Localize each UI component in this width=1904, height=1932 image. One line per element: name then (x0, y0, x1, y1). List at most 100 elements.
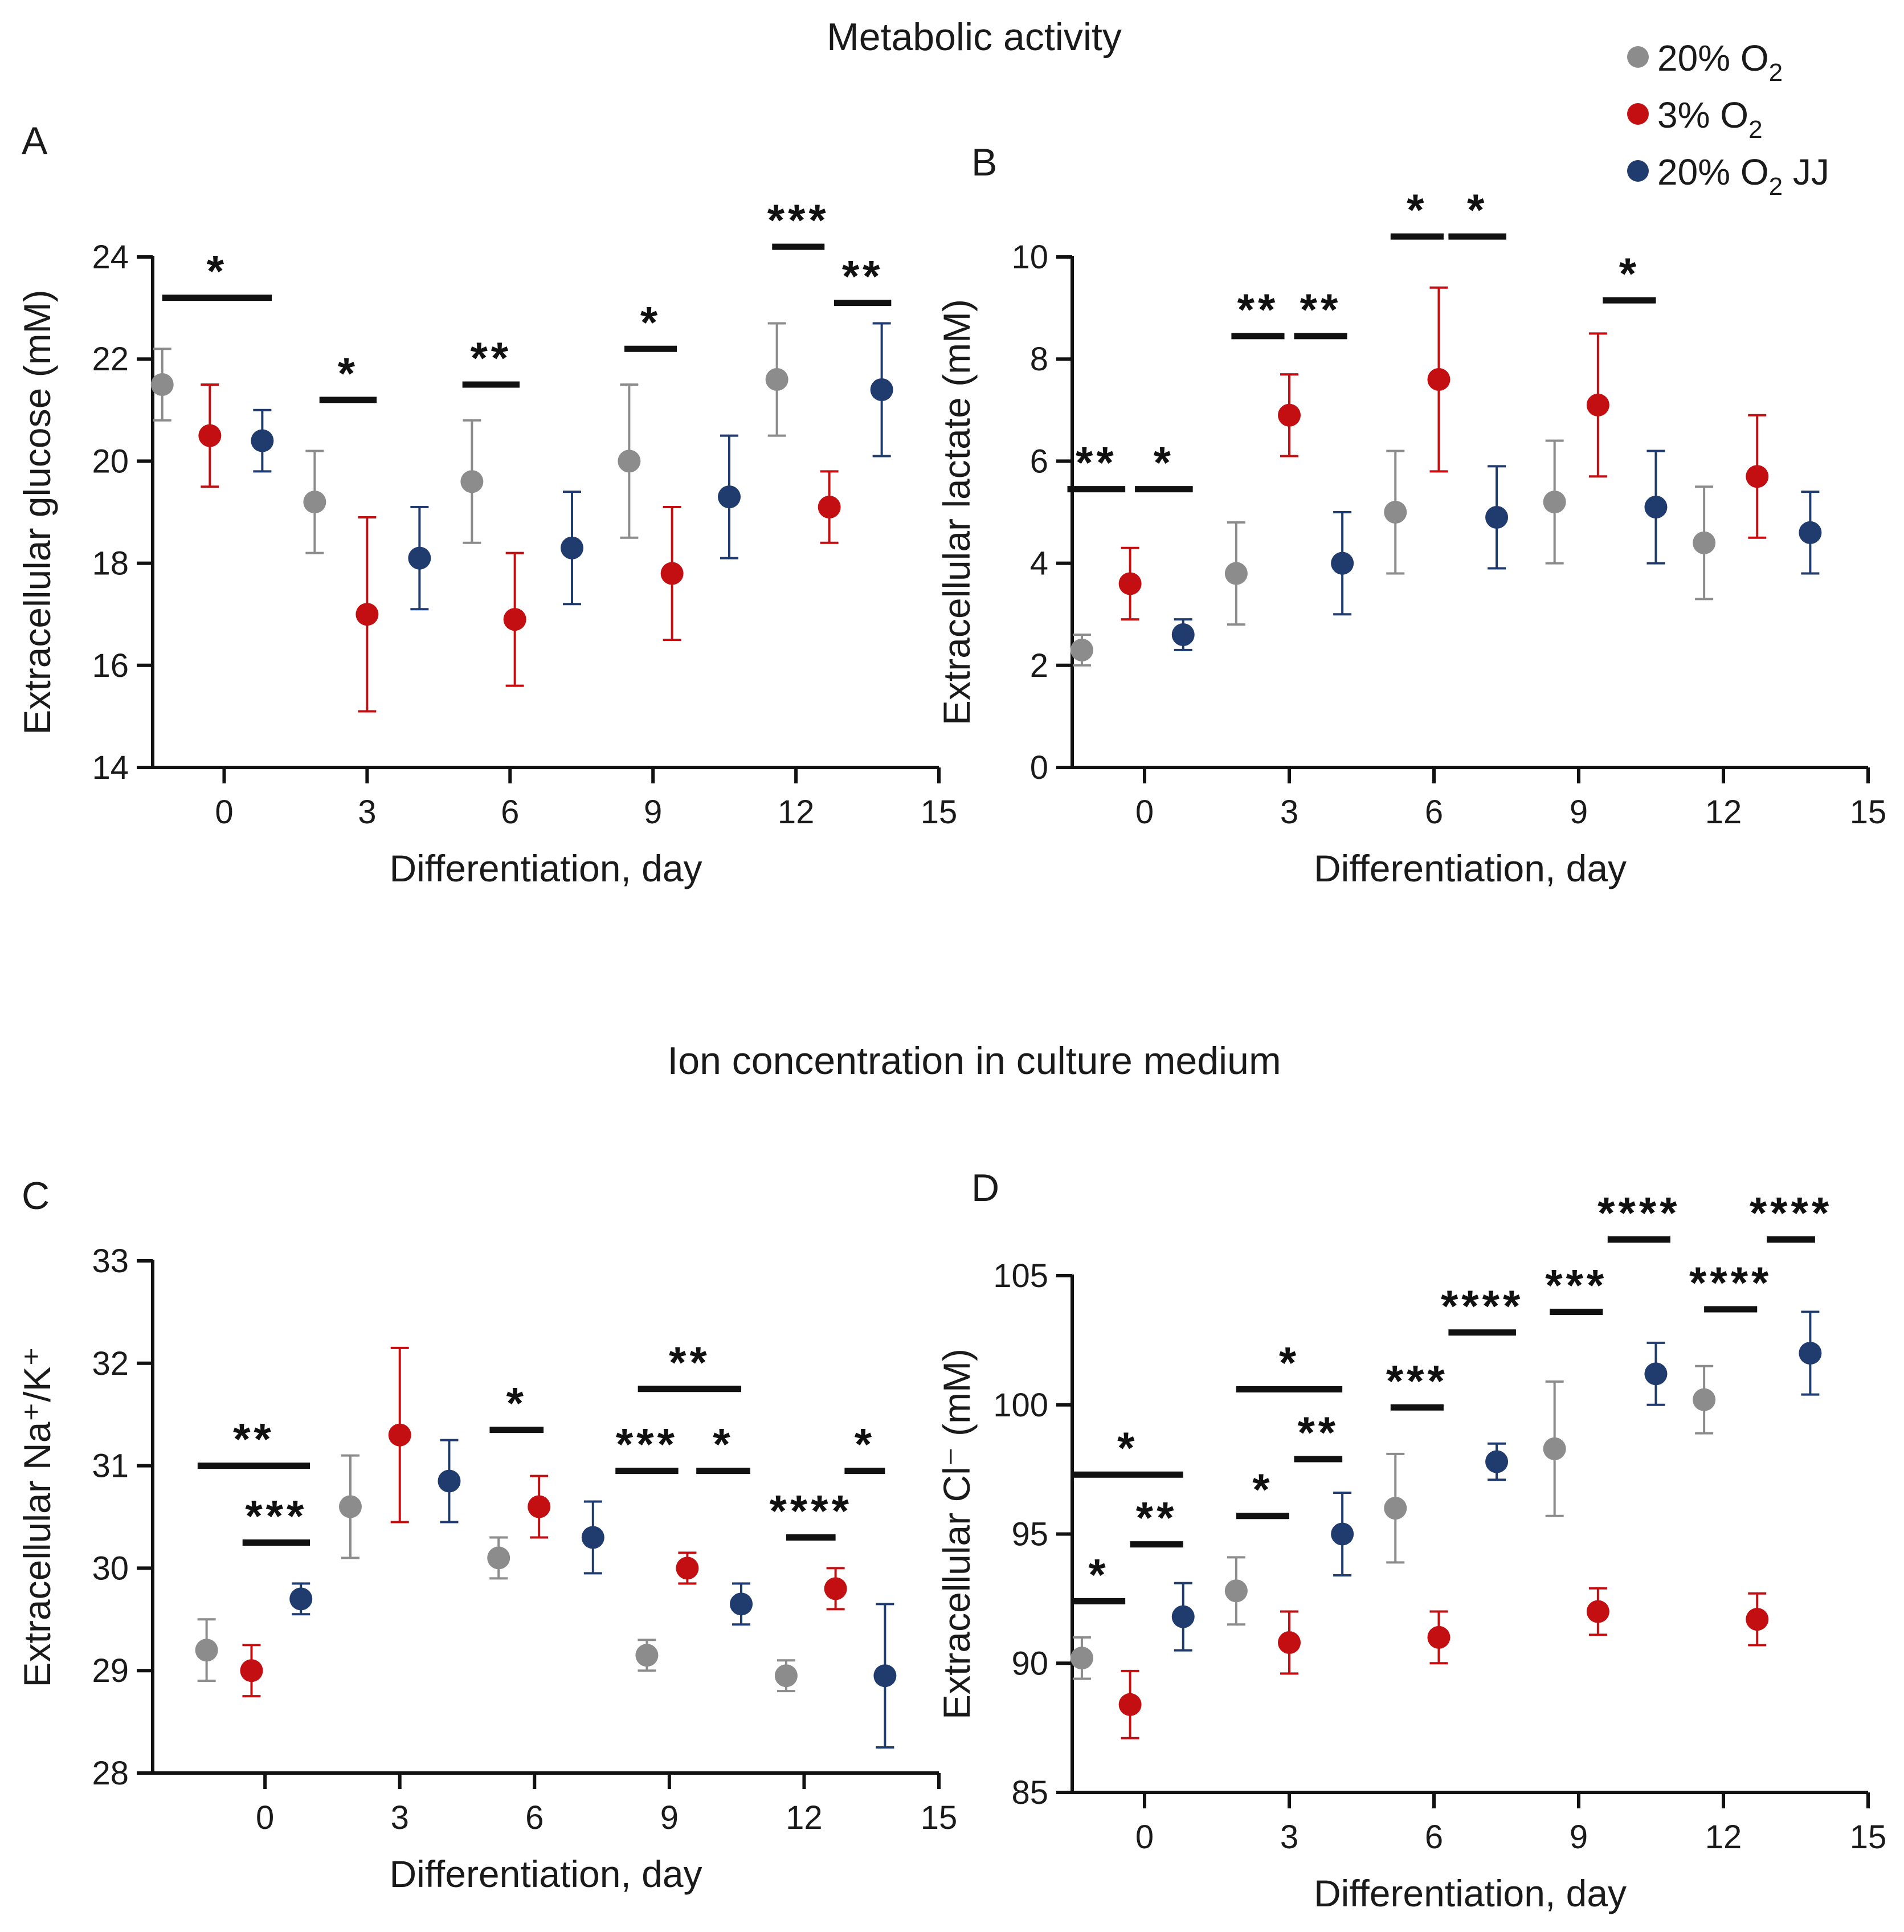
panel-c: C 0 3 6 9 12 15 28 29 30 31 32 33 Differentiation, da… (16, 1174, 957, 1895)
x-tick-label: 0 (1135, 1819, 1154, 1856)
y-tick-label: 16 (92, 647, 129, 684)
y-tick-label: 85 (1011, 1774, 1048, 1811)
data-point (1171, 1605, 1195, 1628)
data-point (1543, 491, 1566, 514)
x-tick-label: 15 (921, 794, 958, 831)
data-point (1746, 465, 1769, 488)
data-point (1543, 1437, 1566, 1460)
series (289, 1439, 897, 1749)
series (150, 322, 788, 554)
y-tick-label: 95 (1011, 1516, 1048, 1553)
series (1171, 1310, 1822, 1652)
data-point (1331, 552, 1354, 575)
data-point (730, 1592, 753, 1616)
data-point (774, 1664, 798, 1688)
legend-marker (1627, 160, 1649, 182)
x-tick-label: 12 (778, 794, 815, 831)
x-tick-label: 15 (1850, 1819, 1887, 1856)
significance-label: ** (1297, 1407, 1339, 1457)
x-tick-label: 15 (1850, 794, 1887, 831)
data-point (388, 1423, 411, 1447)
significance-label: ** (842, 251, 884, 301)
legend: 20% O2 3% O2 20% O2 JJ (1627, 38, 1829, 201)
panel-letter: B (971, 141, 997, 184)
significance-label: **** (1441, 1281, 1523, 1331)
significance-label: * (506, 1378, 527, 1428)
data-point (408, 546, 431, 570)
data-point (503, 608, 526, 631)
data-point (1799, 1342, 1822, 1365)
data-point (676, 1557, 699, 1580)
series (1070, 1365, 1716, 1680)
data-point (528, 1495, 551, 1518)
significance-label: * (1252, 1464, 1273, 1514)
significance-label: * (1407, 185, 1427, 235)
series (195, 1454, 798, 1693)
significance-label: * (1467, 185, 1488, 235)
data-point (1224, 562, 1248, 585)
legend-item: 20% O2 (1627, 38, 1783, 87)
data-point (1799, 521, 1822, 544)
legend-marker (1627, 103, 1649, 125)
y-tick-label: 2 (1030, 647, 1048, 684)
data-point (1644, 496, 1668, 519)
data-point (873, 1664, 897, 1688)
significance-label: * (207, 246, 227, 296)
legend-label: 20% O2 JJ (1657, 152, 1829, 201)
data-point (1224, 1579, 1248, 1603)
y-tick-label: 24 (92, 239, 129, 276)
panel-letter: D (971, 1166, 999, 1210)
significance-label: * (640, 297, 661, 347)
data-point (1070, 1647, 1093, 1670)
significance-label: *** (245, 1490, 307, 1541)
data-point (1118, 1693, 1142, 1716)
y-tick-label: 100 (993, 1387, 1048, 1424)
legend-marker (1627, 46, 1649, 68)
series (240, 1346, 847, 1698)
panel-letter: A (22, 119, 48, 162)
data-point (1331, 1522, 1354, 1546)
data-point (1070, 638, 1093, 661)
significance-label: * (338, 348, 358, 398)
data-point (460, 470, 484, 493)
series (251, 322, 893, 611)
significance-label: *** (767, 195, 830, 245)
significance-label: ** (1300, 284, 1342, 334)
data-point (635, 1644, 659, 1667)
legend-label: 3% O2 (1657, 95, 1763, 144)
significance-label: * (1088, 1549, 1109, 1599)
data-point (1171, 623, 1195, 647)
y-tick-label: 30 (92, 1550, 129, 1587)
y-tick-label: 105 (993, 1257, 1048, 1294)
panel-letter: C (22, 1174, 50, 1218)
data-point (240, 1659, 263, 1682)
data-point (1644, 1362, 1668, 1386)
significance-label: * (713, 1419, 733, 1469)
data-point (1384, 1497, 1407, 1520)
x-tick-label: 0 (1135, 794, 1154, 831)
y-tick-label: 6 (1030, 443, 1048, 480)
data-point (1427, 1625, 1451, 1649)
y-tick-label: 14 (92, 749, 129, 786)
significance-label: **** (1689, 1257, 1772, 1308)
significance-label: ** (1237, 284, 1279, 334)
data-point (1586, 393, 1609, 416)
data-point (1485, 505, 1509, 529)
data-point (765, 368, 788, 391)
y-tick-label: 10 (1011, 239, 1048, 276)
data-point (1278, 1631, 1301, 1654)
series (1118, 286, 1769, 621)
significance-label: ** (669, 1337, 710, 1387)
data-point (1427, 368, 1451, 391)
data-point (1746, 1608, 1769, 1631)
data-point (561, 536, 583, 559)
ion-section-title: Ion concentration in culture medium (667, 1039, 1281, 1083)
y-tick-label: 22 (92, 341, 129, 378)
x-axis-title: Differentiation, day (1314, 1872, 1627, 1914)
y-tick-label: 33 (92, 1243, 129, 1280)
x-tick-label: 9 (1570, 794, 1588, 831)
y-tick-label: 20 (92, 443, 129, 480)
y-axis-title: Extracellular glucose (mM) (16, 289, 58, 734)
data-point (1693, 531, 1716, 554)
